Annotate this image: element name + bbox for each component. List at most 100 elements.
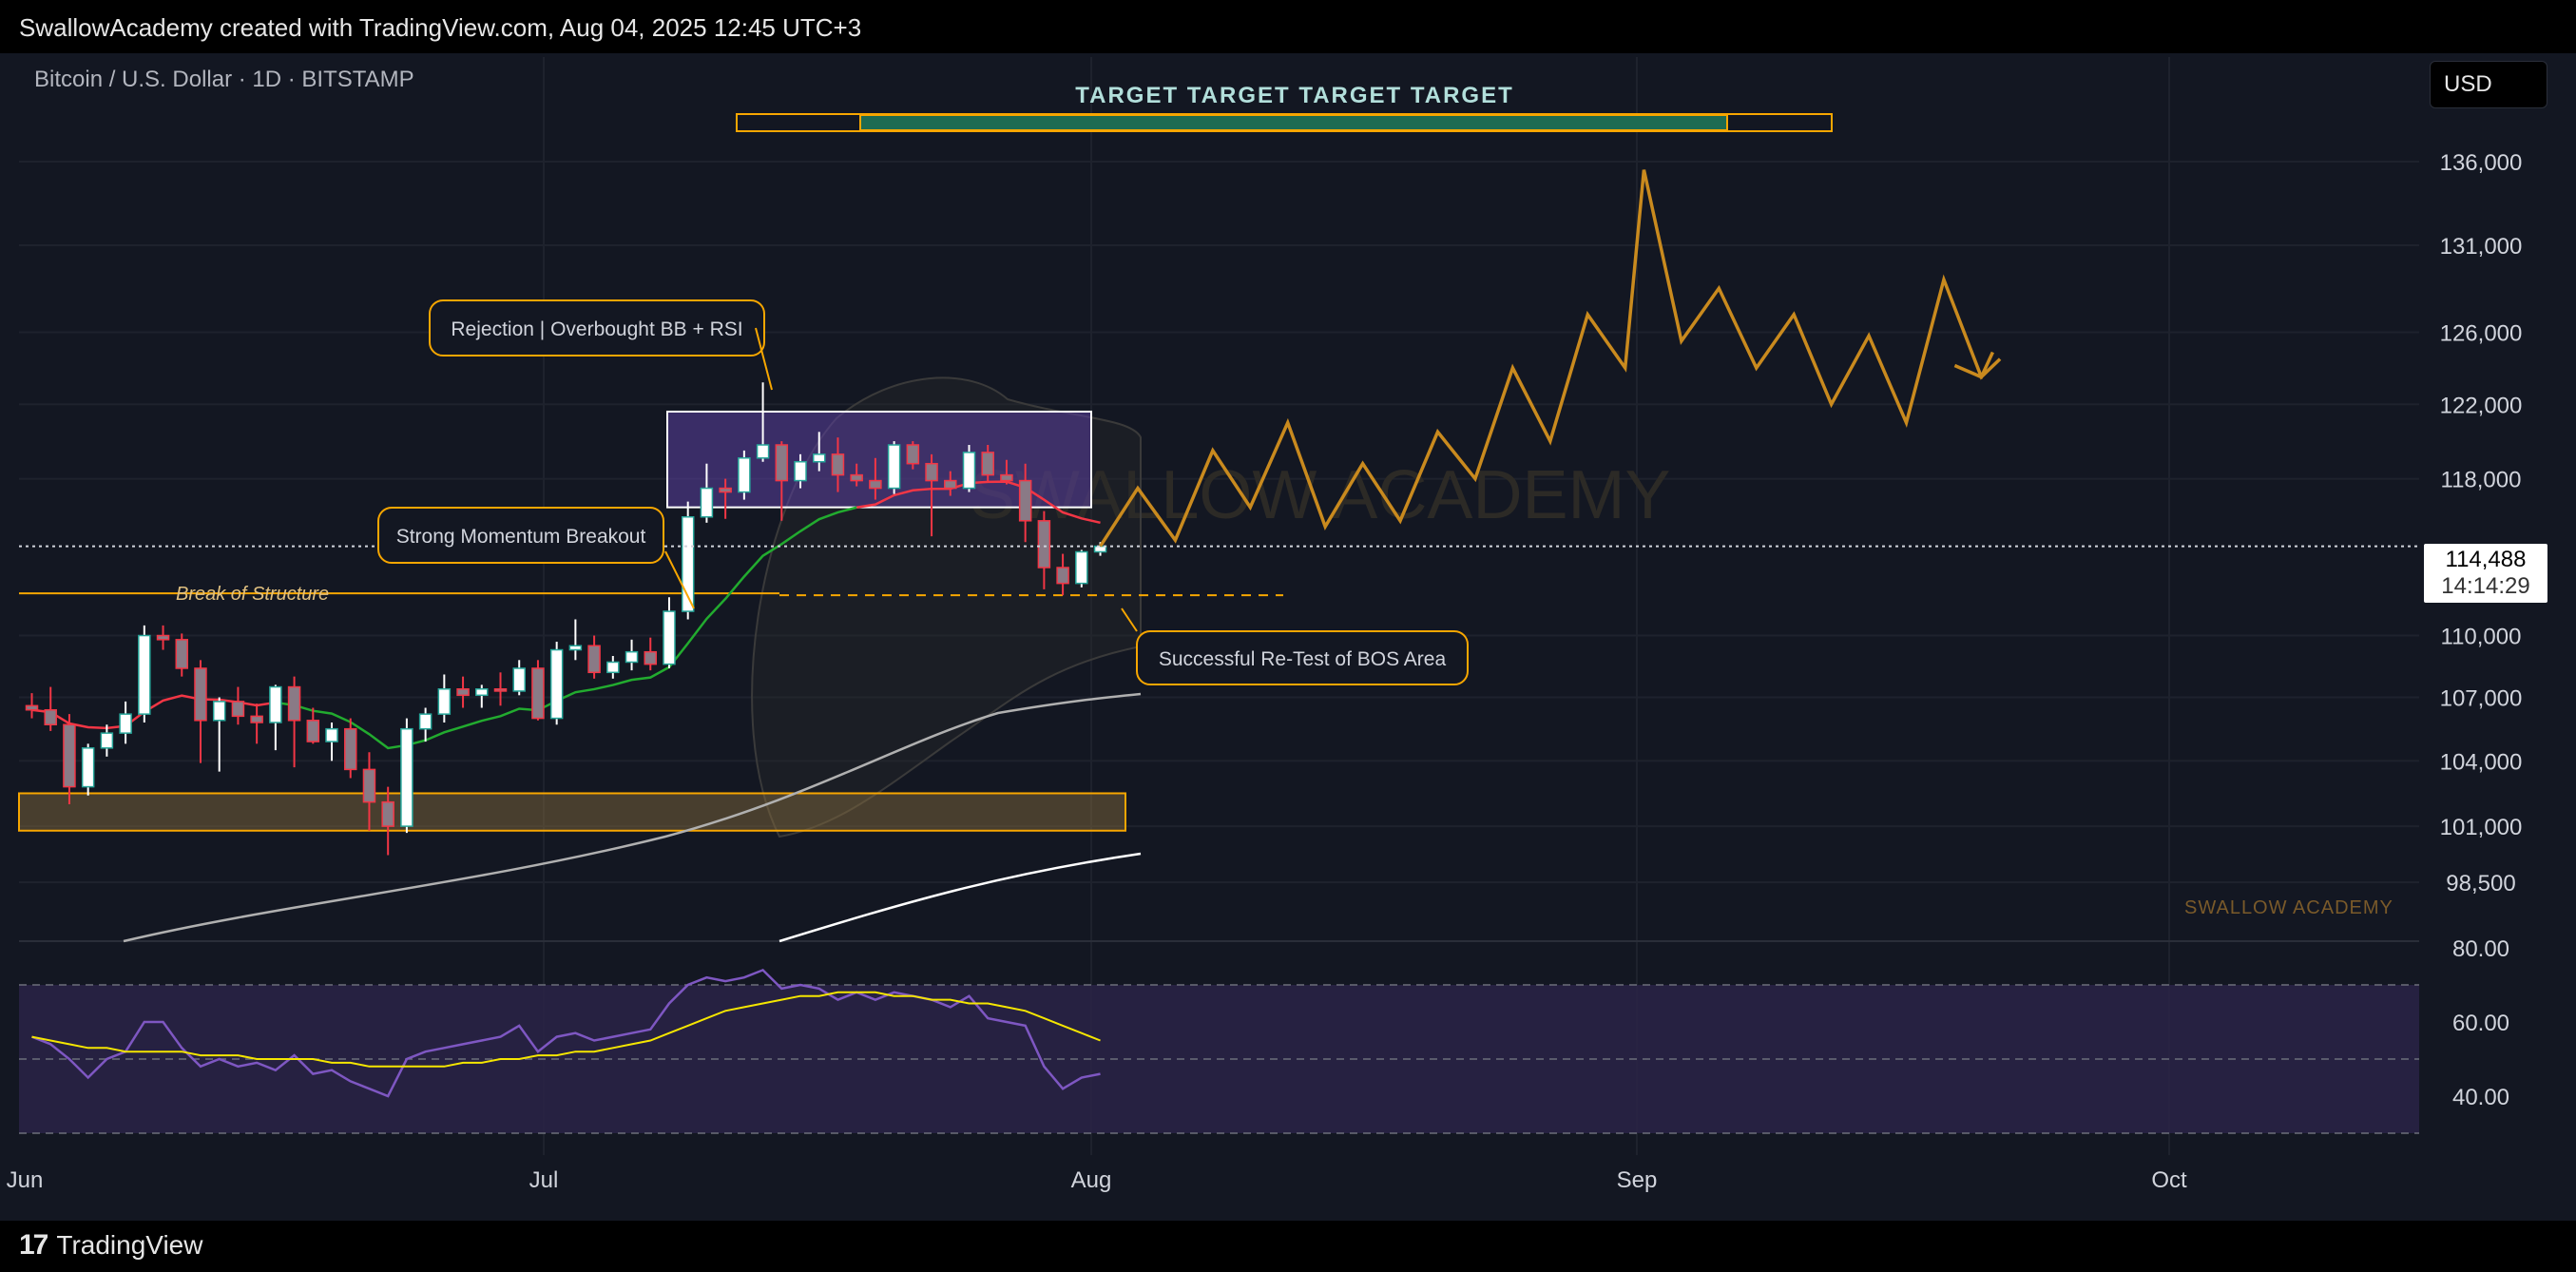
candle	[44, 708, 57, 725]
retest-callout-box	[1136, 630, 1469, 685]
candle	[212, 701, 226, 722]
candle	[1018, 479, 1032, 522]
candle	[887, 444, 901, 490]
candle	[138, 634, 151, 715]
price-tick-label: 110,000	[2441, 625, 2522, 650]
candle	[644, 650, 658, 665]
tradingview-brand: TradingView	[56, 1230, 203, 1260]
bottom-bar	[0, 1221, 2576, 1272]
candle	[756, 444, 770, 459]
candle	[587, 645, 601, 674]
candle	[681, 515, 695, 612]
tradingview-logo[interactable]: 17 TradingView	[19, 1226, 202, 1264]
candle	[663, 610, 676, 665]
support-zone	[18, 792, 1126, 832]
rsi-ma-line	[31, 991, 1101, 1068]
candle	[325, 727, 338, 742]
rsi-tick-label: 60.00	[2452, 1011, 2509, 1036]
ma-white-line	[779, 852, 1142, 943]
candle	[625, 650, 639, 664]
candle	[119, 713, 132, 734]
candle	[850, 473, 863, 482]
candle	[906, 444, 920, 465]
candle	[194, 667, 207, 722]
candle	[568, 645, 583, 651]
candle	[962, 452, 976, 490]
candle	[1056, 567, 1069, 585]
retest-pointer	[1121, 607, 1138, 632]
candle	[775, 444, 789, 482]
candle	[381, 800, 394, 827]
ema-green-line	[275, 506, 857, 750]
rejection-callout-text: Rejection | Overbought BB + RSI	[451, 318, 742, 340]
candle	[794, 460, 807, 482]
candle	[175, 639, 189, 669]
candle	[1037, 520, 1051, 569]
time-tick-label: Aug	[1071, 1167, 1112, 1193]
breakout-callout-box	[377, 507, 664, 564]
candle	[343, 727, 357, 771]
ma-grey-line	[123, 692, 1142, 943]
tradingview-logo-icon: 17	[19, 1229, 48, 1261]
rejection-pointer	[755, 327, 773, 391]
price-tick-label: 107,000	[2440, 686, 2523, 712]
candle	[250, 715, 263, 723]
breakout-pointer	[664, 550, 695, 609]
candle	[362, 768, 376, 803]
projection-arrowhead	[1953, 351, 1994, 379]
candle	[606, 661, 620, 674]
candle	[531, 667, 545, 720]
candle	[456, 687, 470, 697]
bos-label: Break of Structure	[176, 584, 329, 605]
retest-callout-text: Successful Re-Test of BOS Area	[1159, 648, 1447, 670]
rejection-callout-box	[429, 299, 765, 357]
candle	[25, 704, 39, 711]
price-tick-label: 131,000	[2440, 234, 2523, 260]
projection-path	[1099, 169, 2002, 548]
candle	[269, 685, 282, 723]
price-tick-label: 104,000	[2440, 749, 2523, 775]
candle	[981, 452, 994, 476]
last-price-tag: 114,488 14:14:29	[2424, 544, 2547, 603]
time-tick-label: Jun	[7, 1167, 44, 1193]
candle	[231, 701, 245, 718]
top-credit-bar: SwallowAcademy created with TradingView.…	[0, 0, 2576, 53]
time-tick-label: Oct	[2151, 1167, 2187, 1193]
candle	[1075, 550, 1088, 585]
bar-countdown: 14:14:29	[2441, 573, 2530, 599]
price-tick-label: 118,000	[2441, 468, 2522, 493]
target-label: TARGET TARGET TARGET TARGET	[1075, 83, 1514, 108]
candle	[738, 457, 751, 493]
price-tick-label: 101,000	[2440, 815, 2523, 840]
candle	[156, 634, 170, 641]
last-price: 114,488	[2445, 547, 2527, 572]
candle	[100, 732, 114, 749]
breakout-callout-text: Strong Momentum Breakout	[396, 526, 646, 548]
candle	[493, 687, 508, 692]
candle	[944, 479, 957, 490]
candle	[831, 453, 845, 476]
target-band	[859, 114, 1728, 131]
candle	[812, 453, 826, 463]
candle	[475, 687, 489, 697]
candle	[306, 720, 320, 742]
candle	[869, 479, 882, 490]
corner-watermark: SWALLOW ACADEMY	[2184, 897, 2393, 918]
candle	[1000, 473, 1013, 482]
rsi-tick-label: 80.00	[2452, 936, 2509, 962]
price-tick-label: 126,000	[2440, 320, 2523, 346]
time-tick-label: Jul	[529, 1167, 559, 1193]
candle	[63, 723, 76, 788]
candle	[81, 747, 95, 788]
currency-button[interactable]: USD	[2430, 61, 2547, 108]
candle	[512, 667, 526, 692]
candle	[700, 487, 714, 518]
candle	[719, 487, 732, 493]
price-tick-label: 98,500	[2446, 871, 2515, 896]
candle	[437, 687, 452, 715]
candle	[925, 462, 938, 482]
candle	[400, 727, 413, 827]
rsi-tick-label: 40.00	[2452, 1085, 2509, 1110]
price-tick-label: 136,000	[2440, 150, 2523, 176]
